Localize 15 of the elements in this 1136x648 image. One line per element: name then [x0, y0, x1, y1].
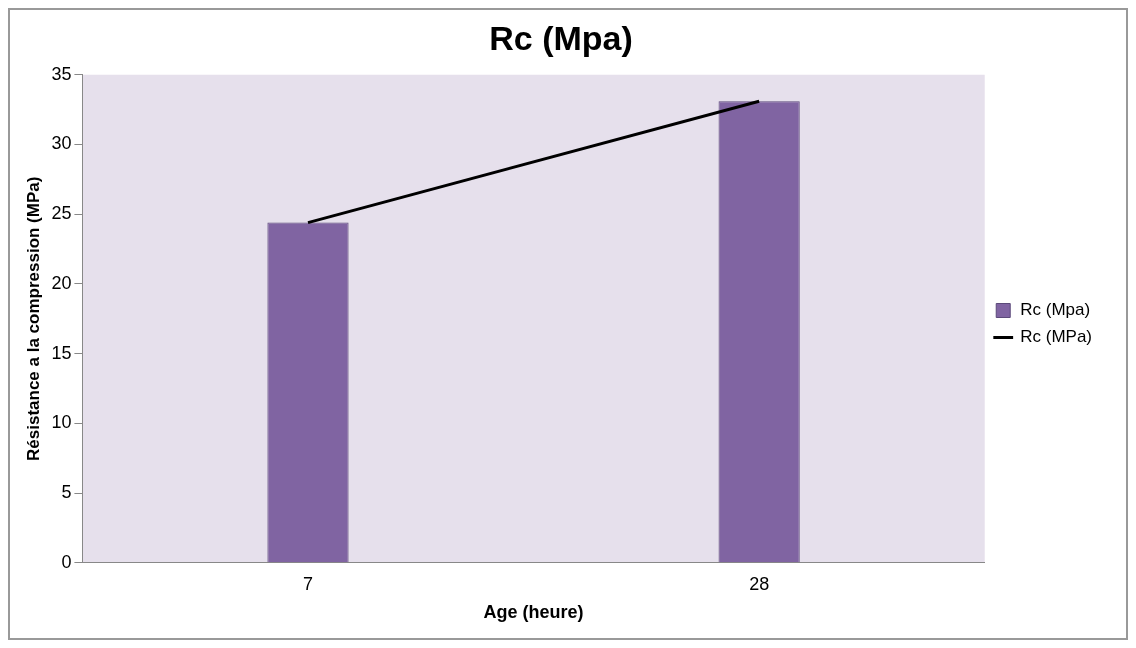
x-tick-label: 7	[302, 573, 313, 594]
x-tick-label: 28	[749, 573, 770, 594]
y-tick-label: 20	[51, 272, 72, 293]
legend-label: Rc (MPa)	[1020, 327, 1092, 347]
y-tick-label: 30	[51, 133, 72, 154]
y-tick-label: 10	[51, 412, 72, 433]
legend-label: Rc (Mpa)	[1020, 300, 1091, 320]
chart-title: Rc (Mpa)	[489, 18, 633, 57]
y-tick-label: 15	[51, 342, 72, 363]
y-tick-label: 0	[61, 551, 72, 572]
y-tick-label: 5	[61, 482, 72, 503]
y-tick-label: 25	[51, 203, 72, 224]
y-axis-title: Résistance a la compression (MPa)	[23, 176, 43, 461]
x-axis-title: Age (heure)	[483, 602, 584, 623]
y-tick-label: 35	[51, 63, 72, 84]
